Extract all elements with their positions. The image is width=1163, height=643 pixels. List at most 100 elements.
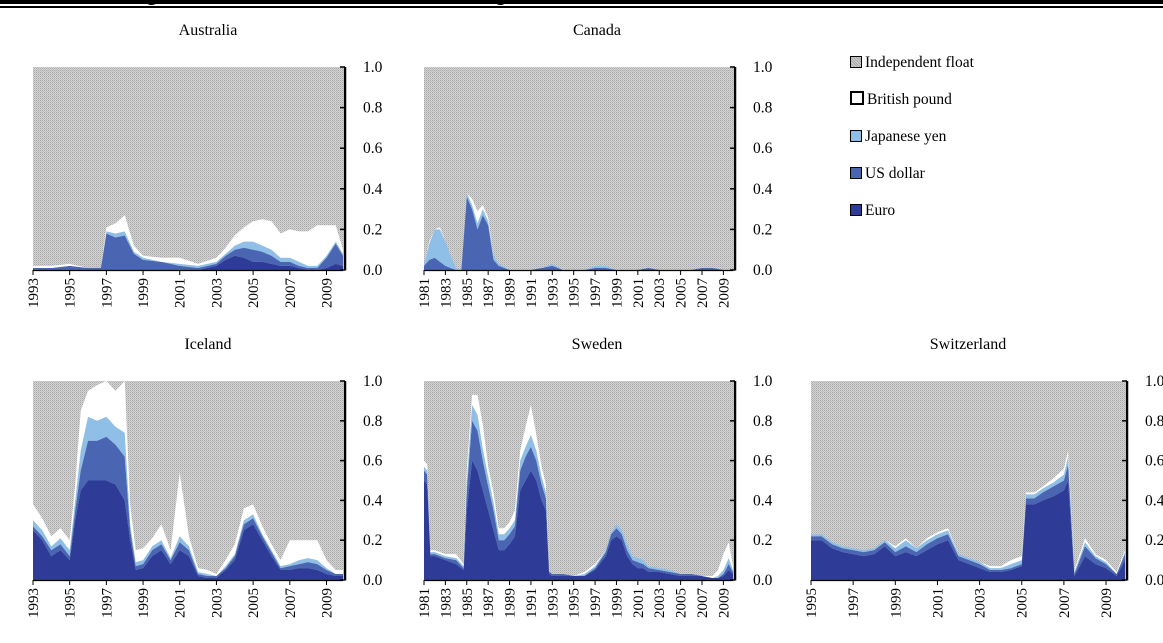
- chart-title: Switzerland: [930, 336, 1006, 353]
- legend-swatch: [850, 130, 862, 142]
- x-tick-label: 2001: [173, 588, 189, 618]
- series-euro-area: [33, 255, 343, 270]
- chart-panel-switzerland: Switzerland 1995 1997 1999 2001 2003 2005 2007 2…: [804, 336, 1163, 618]
- legend-item-euro: Euro: [850, 202, 895, 220]
- y-tick-label: 1.0: [753, 59, 773, 76]
- y-tick-label: 0.4: [1145, 492, 1163, 509]
- legend-label: Euro: [865, 202, 896, 219]
- y-tick-label: 0.6: [1145, 453, 1163, 470]
- x-tick-label: 2003: [652, 588, 668, 618]
- y-tick-label: 0.8: [753, 413, 773, 430]
- chart-title: Australia: [179, 22, 238, 39]
- series-japanese-yen-area: [811, 456, 1125, 574]
- y-tick-label: 0.0: [753, 572, 773, 589]
- y-tick-label: 0.0: [363, 262, 383, 279]
- x-tick-label: 2005: [246, 588, 262, 618]
- top-rule-thick: [0, 0, 1163, 4]
- x-tick-label: 1993: [545, 588, 561, 618]
- y-tick-label: 1.0: [1145, 373, 1163, 390]
- series-us-dollar-area: [33, 233, 343, 270]
- y-tick-label: 0.2: [363, 221, 382, 238]
- legend-label: US dollar: [865, 165, 925, 182]
- y-tick-label: 0.2: [753, 532, 772, 549]
- series-euro-area: [424, 460, 733, 580]
- x-tick-label: 1999: [610, 278, 626, 308]
- y-tick-label: 0.4: [753, 492, 773, 509]
- y-tick-label: 0.6: [363, 140, 383, 157]
- x-tick-label: 2003: [973, 588, 989, 618]
- x-tick-label: 1999: [888, 588, 904, 618]
- x-tick-label: 1995: [63, 278, 79, 308]
- legend-swatch: [850, 204, 862, 216]
- x-tick-label: 1997: [846, 588, 862, 619]
- series-british-pound-area: [424, 394, 733, 578]
- x-tick-label: 1999: [136, 588, 152, 618]
- x-tick-label: 1995: [567, 588, 583, 618]
- x-tick-label: 1987: [481, 278, 497, 309]
- chart-panel-iceland: Iceland 1993 1995 1997 1999 2001 2003 2005 2007 2…: [26, 336, 383, 618]
- legend-item-british-pound: British pound: [850, 91, 952, 109]
- y-tick-label: 0.6: [363, 453, 383, 470]
- x-tick-label: 1993: [545, 278, 561, 308]
- y-tick-label: 0.2: [363, 532, 382, 549]
- x-tick-label: 2007: [695, 588, 711, 619]
- x-tick-label: 1999: [136, 278, 152, 308]
- x-tick-label: 2007: [695, 278, 711, 309]
- chart-panel-canada: Canada 1981 1983 1985 1987 1989 1991 1993 1995 19…: [417, 22, 773, 308]
- y-tick-label: 1.0: [753, 373, 773, 390]
- y-tick-label: 0.0: [363, 572, 383, 589]
- x-tick-label: 2001: [173, 278, 189, 308]
- x-tick-label: 1981: [417, 588, 433, 618]
- series-us-dollar-area: [424, 420, 733, 578]
- x-tick-label: 1991: [524, 278, 540, 308]
- legend-swatch: [850, 91, 864, 105]
- y-tick-label: 0.6: [753, 140, 773, 157]
- x-tick-label: 2001: [930, 588, 946, 618]
- y-tick-label: 0.8: [1145, 413, 1163, 430]
- x-tick-label: 2007: [283, 278, 299, 309]
- x-tick-label: 2009: [320, 588, 336, 618]
- y-tick-label: 0.4: [753, 181, 773, 198]
- series-us-dollar-area: [811, 464, 1125, 576]
- chart-panel-sweden: Sweden 1981 1983 1985 1987 1989 1991 1993 1995 19…: [417, 336, 773, 618]
- x-tick-label: 1981: [417, 278, 433, 308]
- chart-title: Canada: [573, 22, 621, 39]
- y-tick-label: 0.0: [753, 262, 773, 279]
- x-tick-label: 2005: [674, 588, 690, 618]
- x-tick-label: 2003: [209, 588, 225, 618]
- top-rule: [0, 0, 1163, 9]
- x-tick-label: 1991: [524, 588, 540, 618]
- x-tick-label: 1995: [63, 588, 79, 618]
- x-tick-label: 1993: [26, 278, 42, 308]
- x-tick-label: 1989: [503, 588, 519, 618]
- x-tick-label: 2009: [716, 588, 732, 618]
- chart-title: Iceland: [184, 336, 231, 353]
- chart-panel-australia: Australia 1993 1995 1997 1999 2001 2003 2005 200…: [26, 22, 383, 308]
- series-group: [424, 192, 733, 270]
- x-tick-label: 1989: [503, 278, 519, 308]
- series-euro-area: [33, 480, 343, 580]
- y-tick-label: 0.2: [753, 221, 772, 238]
- y-tick-label: 1.0: [363, 59, 383, 76]
- x-tick-label: 1997: [588, 588, 604, 619]
- x-tick-label: 1999: [610, 588, 626, 618]
- y-tick-label: 0.0: [1145, 572, 1163, 589]
- series-group: [33, 381, 343, 580]
- legend-swatch: [850, 167, 862, 179]
- header-fragment-left: g: [147, 0, 157, 7]
- legend-label: Independent float: [865, 54, 974, 71]
- y-tick-label: 0.8: [363, 100, 383, 117]
- series-group: [811, 450, 1125, 580]
- legend-item-independent-float: Independent float: [850, 54, 974, 72]
- x-tick-label: 1997: [588, 278, 604, 309]
- legend-swatch: [850, 56, 862, 68]
- x-tick-label: 1983: [438, 278, 454, 308]
- x-tick-label: 1993: [26, 588, 42, 618]
- x-tick-label: 2003: [209, 278, 225, 308]
- x-tick-label: 1987: [481, 588, 497, 619]
- x-tick-label: 2001: [631, 278, 647, 308]
- series-japanese-yen-area: [33, 416, 343, 576]
- y-tick-label: 0.8: [363, 413, 383, 430]
- series-japanese-yen-area: [424, 404, 733, 578]
